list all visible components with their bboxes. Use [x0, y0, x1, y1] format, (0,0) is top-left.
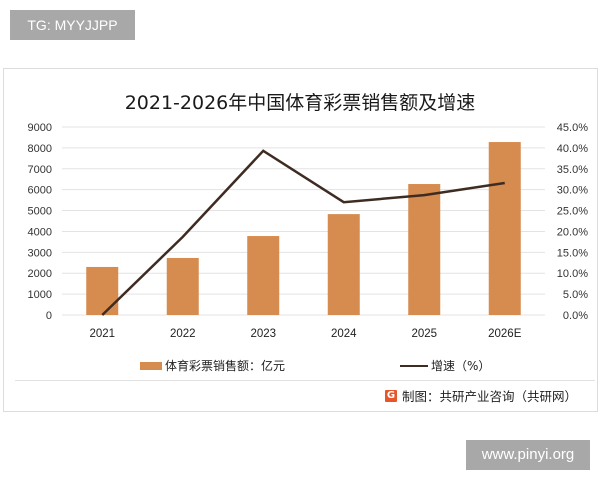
bar-2026E: [488, 142, 521, 315]
source-credit: G 制图：共研产业咨询（共研网）: [385, 386, 577, 405]
source-text: 制图：共研产业咨询（共研网）: [402, 389, 578, 404]
watermark-tag-top: TG: MYYJJPP: [10, 10, 135, 40]
legend-item-growth: 增速（%）: [400, 357, 490, 374]
bar-2024: [327, 214, 360, 315]
bar-swatch-icon: [140, 361, 162, 370]
x-tick-label: 2023: [250, 328, 276, 340]
y-left-tick: 4000: [28, 226, 52, 238]
legend-item-sales: 体育彩票销售额：亿元: [140, 357, 285, 374]
y-right-tick: 5.0%: [563, 289, 588, 301]
growth-line: [101, 149, 505, 316]
legend-label-sales: 体育彩票销售额：亿元: [165, 359, 286, 373]
y-right-tick: 10.0%: [557, 268, 588, 280]
x-tick-label: 2024: [331, 328, 357, 340]
y-right-tick: 15.0%: [557, 247, 588, 259]
y-left-tick: 1000: [28, 289, 52, 301]
watermark-tag-bottom: www.pinyi.org: [466, 440, 590, 470]
legend-label-growth: 增速（%）: [431, 359, 491, 373]
y-left-tick: 3000: [28, 247, 52, 259]
gongyan-logo-icon: G: [385, 389, 397, 402]
bar-2023: [247, 236, 280, 315]
y-left-tick: 6000: [28, 185, 52, 197]
bar-2022: [166, 257, 199, 315]
line-swatch-icon: [400, 364, 428, 367]
divider: [15, 380, 595, 381]
y-right-tick: 25.0%: [557, 206, 588, 218]
y-right-tick: 0.0%: [563, 310, 588, 322]
y-left-tick: 7000: [28, 164, 52, 176]
y-right-tick: 35.0%: [557, 164, 588, 176]
x-tick-label: 2021: [89, 328, 115, 340]
y-right-tick: 40.0%: [557, 143, 588, 155]
y-right-tick: 20.0%: [557, 226, 588, 238]
chart-title: 2021-2026年中国体育彩票销售额及增速: [124, 92, 476, 114]
bar-2025: [408, 184, 441, 315]
y-left-tick: 8000: [28, 143, 52, 155]
y-left-tick: 5000: [28, 206, 52, 218]
x-tick-label: 2025: [411, 328, 437, 340]
y-right-tick: 45.0%: [557, 122, 588, 134]
y-left-tick: 2000: [28, 268, 52, 280]
y-left-tick: 0: [46, 310, 52, 322]
x-tick-label: 2026E: [488, 328, 522, 340]
bar-2021: [86, 266, 119, 315]
y-right-tick: 30.0%: [557, 185, 588, 197]
y-left-tick: 9000: [28, 122, 52, 134]
x-tick-label: 2022: [170, 328, 196, 340]
